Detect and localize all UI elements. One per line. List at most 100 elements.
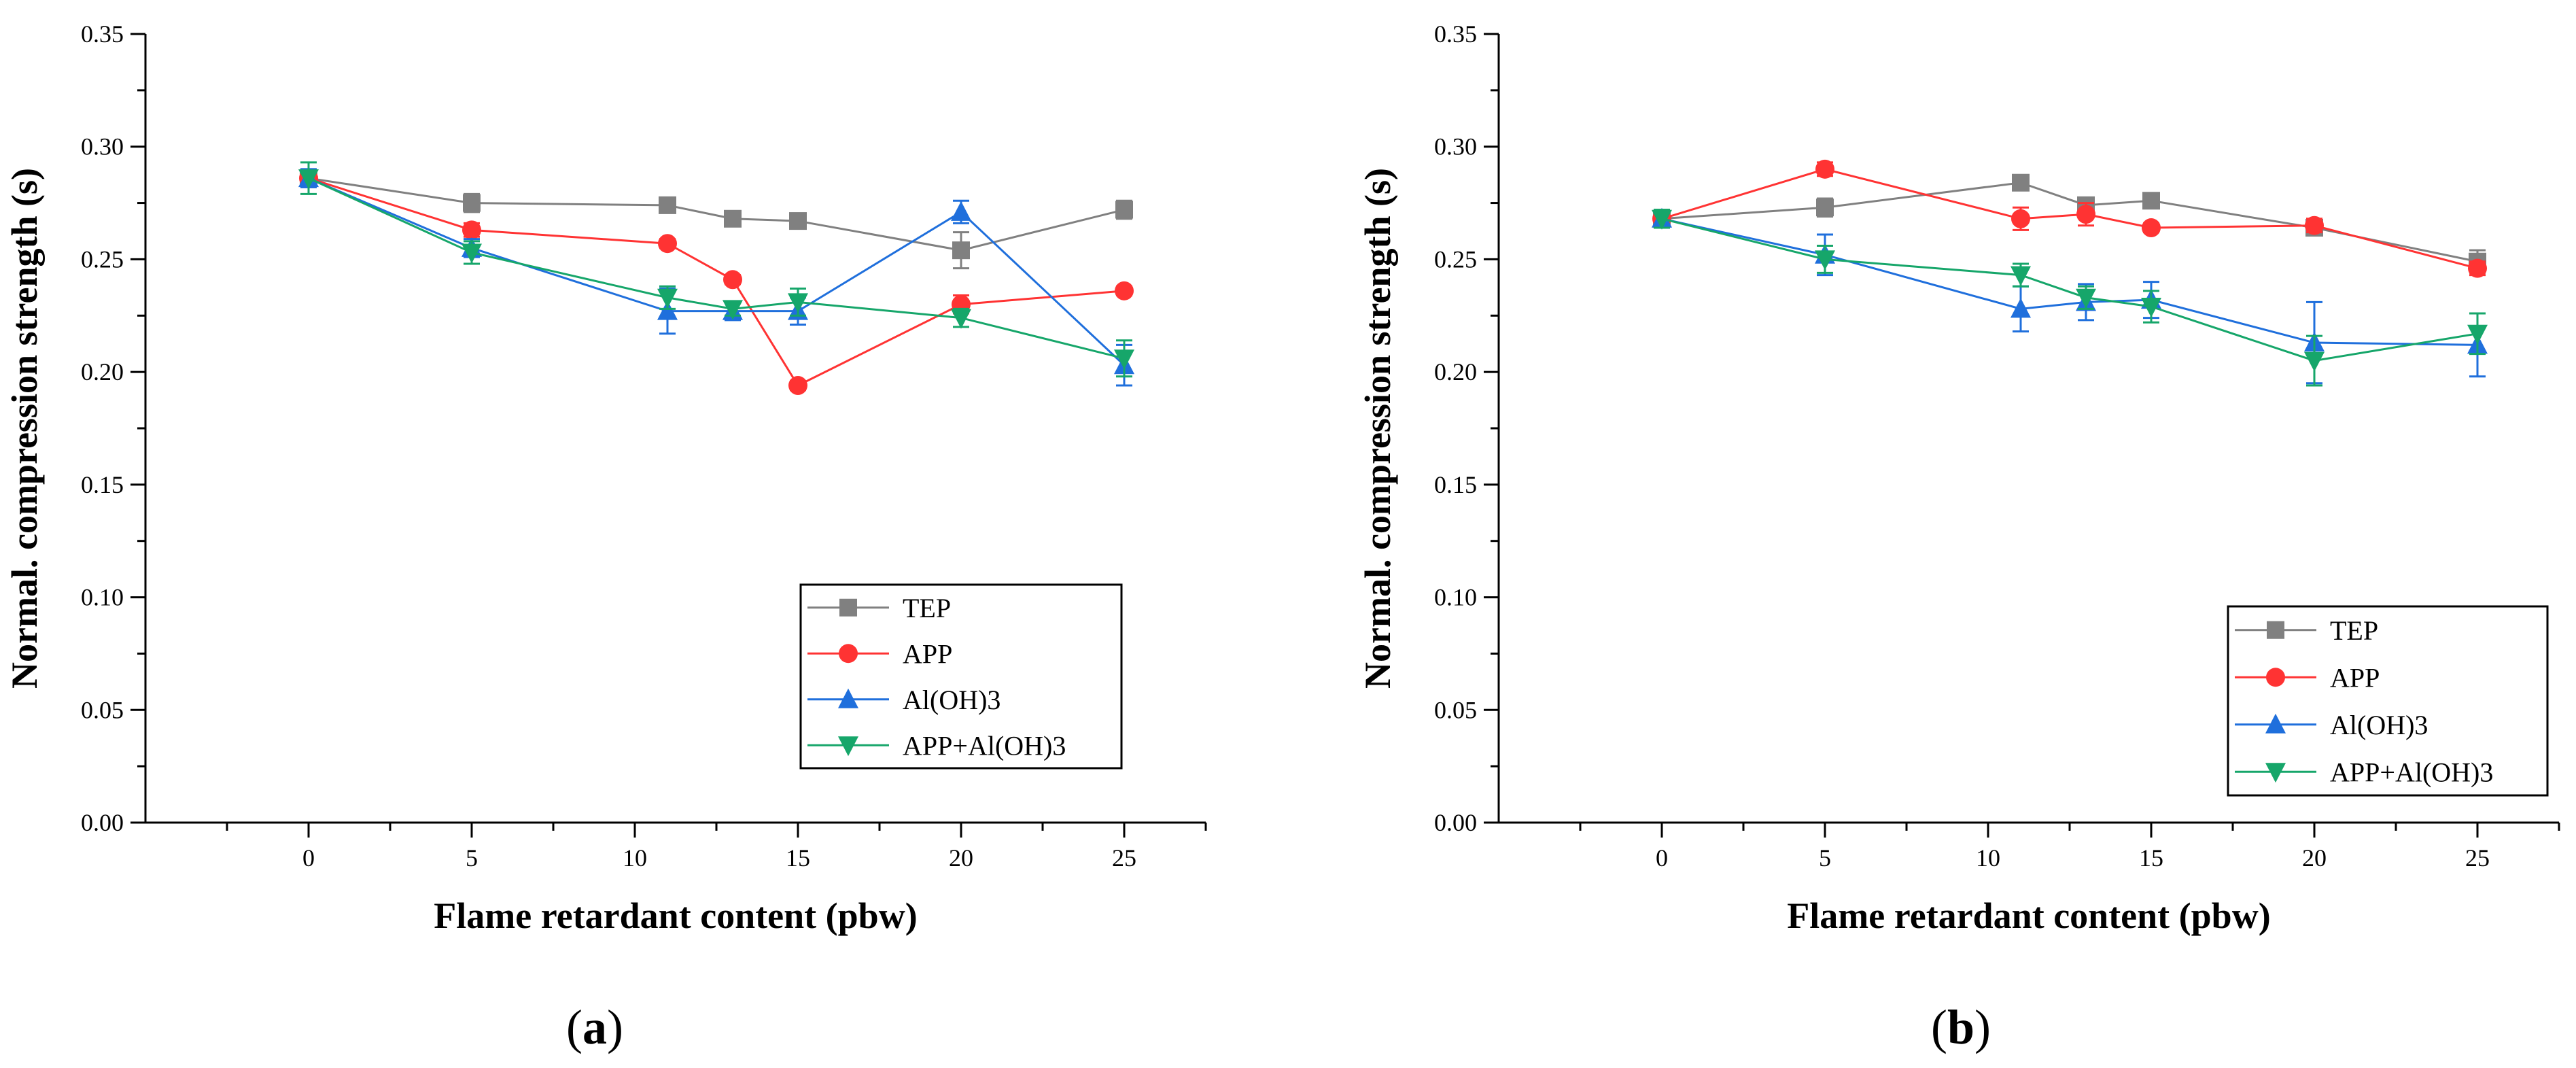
x-tick-label: 15 [786, 844, 810, 872]
y-tick-label: 0.10 [81, 584, 124, 611]
y-tick-label: 0.30 [1434, 133, 1477, 160]
legend-label: APP+Al(OH)3 [2330, 757, 2493, 787]
data-point [2076, 288, 2096, 309]
data-point [2142, 192, 2160, 210]
y-tick-label: 0.25 [1434, 245, 1477, 273]
data-point [462, 220, 481, 240]
data-point [788, 376, 807, 396]
data-point [1115, 281, 1134, 300]
caption-b: (b) [1931, 1000, 1991, 1054]
series-al-oh-3 [298, 167, 1134, 387]
data-point [2076, 205, 2095, 224]
x-tick-label: 0 [1656, 844, 1668, 872]
data-point [2141, 298, 2161, 318]
legend-marker [838, 688, 858, 708]
y-axis-title: Normal. compression strength (s) [1357, 168, 1398, 689]
data-point [657, 288, 678, 309]
legend-label: Al(OH)3 [2330, 710, 2428, 740]
x-axis-title: Flame retardant content (pbw) [434, 895, 917, 936]
y-tick-label: 0.35 [81, 20, 124, 48]
legend-label: TEP [2330, 615, 2378, 646]
y-tick-label: 0.15 [1434, 471, 1477, 498]
data-point [2012, 173, 2030, 192]
legend-label: TEP [903, 593, 951, 623]
data-point [1815, 250, 1835, 271]
series-al-oh-3 [1652, 207, 2488, 385]
legend-label: APP [903, 638, 952, 669]
series-line [1661, 168, 2478, 270]
y-tick-label: 0.35 [1434, 20, 1477, 48]
y-tick-label: 0.00 [81, 809, 124, 836]
data-point [2305, 216, 2324, 235]
series-line [308, 177, 1125, 387]
x-tick-label: 20 [2302, 844, 2327, 872]
legend-marker [2265, 763, 2286, 783]
data-point [659, 196, 676, 214]
data-point [788, 293, 808, 313]
x-tick-label: 25 [1112, 844, 1136, 872]
legend: TEP APP Al(OH)3 APP+Al(OH)3 [2227, 605, 2549, 797]
data-point [723, 300, 743, 320]
y-axis-title: Normal. compression strength (s) [4, 168, 45, 689]
y-tick-label: 0.15 [81, 471, 124, 498]
legend-label: APP [2330, 662, 2380, 693]
series-app [299, 169, 1134, 396]
data-point [2304, 351, 2325, 372]
x-tick-label: 5 [1819, 844, 1831, 872]
data-point [657, 300, 678, 320]
legend-marker [839, 644, 858, 664]
x-axis-title: Flame retardant content (pbw) [1787, 895, 2270, 936]
legend-marker [839, 598, 857, 617]
legend: TEP APP Al(OH)3 APP+Al(OH)3 [799, 583, 1123, 770]
data-point [462, 243, 482, 264]
series-app-al-oh-3 [298, 161, 1134, 378]
data-point [951, 309, 971, 329]
y-tick-label: 0.20 [1434, 358, 1477, 385]
data-point [1114, 349, 1134, 370]
series-line [308, 177, 1125, 360]
series-tep [1653, 173, 2486, 274]
data-point [658, 234, 677, 254]
data-point [951, 201, 971, 221]
data-point [1815, 159, 1834, 179]
legend-label: Al(OH)3 [903, 685, 1000, 715]
chart-panel-a: 0.00 0.05 0.10 0.15 0.20 0.25 0.30 0.35 0 5 10 15 20… [4, 20, 1207, 936]
caption-a: (a) [566, 1000, 623, 1054]
x-tick-label: 15 [2139, 844, 2163, 872]
x-tick-label: 0 [302, 844, 315, 872]
series-line [1661, 218, 2478, 362]
series-line [308, 177, 1125, 252]
data-point [2467, 324, 2488, 345]
data-point [2011, 298, 2031, 318]
data-point [2142, 218, 2161, 238]
data-point [1652, 209, 1672, 230]
legend-label: APP+Al(OH)3 [903, 730, 1066, 761]
data-point [952, 241, 970, 260]
legend-marker [2266, 668, 2285, 687]
y-tick-label: 0.10 [1434, 584, 1477, 611]
y-tick-label: 0.05 [81, 696, 124, 723]
y-tick-label: 0.20 [81, 358, 124, 385]
data-point [1816, 199, 1834, 217]
data-point [789, 212, 807, 230]
series-line [1661, 218, 2478, 346]
x-tick-label: 10 [1976, 844, 2000, 872]
data-point [2468, 258, 2487, 278]
series-app [1652, 159, 2487, 278]
y-tick-label: 0.05 [1434, 696, 1477, 723]
series-app-al-oh-3 [1652, 209, 2488, 387]
legend-marker [2267, 621, 2284, 639]
data-point [2011, 266, 2031, 286]
x-tick-label: 25 [2465, 844, 2490, 872]
data-point [1115, 201, 1133, 219]
x-tick-label: 10 [623, 844, 647, 872]
y-tick-label: 0.00 [1434, 809, 1477, 836]
data-point [298, 169, 319, 190]
chart-panel-b: 0.00 0.05 0.10 0.15 0.20 0.25 0.30 0.35 0 5 10 15 20… [1357, 20, 2560, 936]
data-point [463, 194, 481, 212]
x-tick-label: 5 [466, 844, 478, 872]
x-tick-label: 20 [949, 844, 973, 872]
y-tick-label: 0.25 [81, 245, 124, 273]
legend-marker [2265, 713, 2286, 734]
